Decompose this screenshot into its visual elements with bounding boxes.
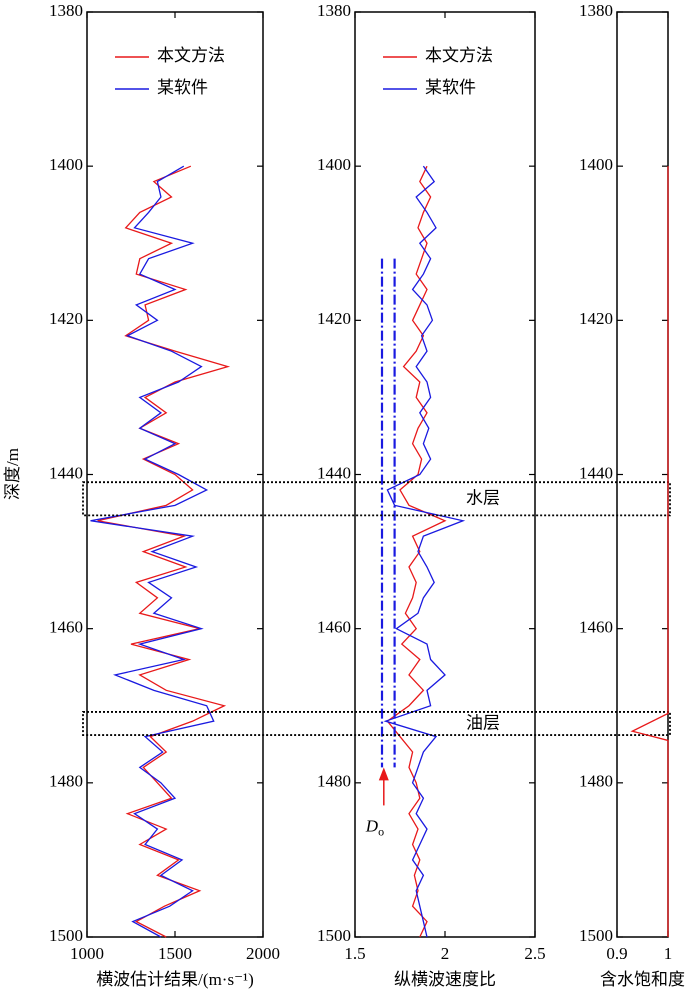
- zone-label: 水层: [466, 489, 500, 508]
- data-line: [630, 166, 669, 937]
- y-tick-label: 1480: [49, 772, 83, 791]
- plot-frame: [616, 11, 669, 938]
- x-axis-label: 纵横波速度比: [394, 970, 496, 989]
- y-tick-label: 1460: [579, 618, 613, 637]
- data-line: [383, 165, 466, 938]
- y-tick-label: 1480: [579, 772, 613, 791]
- y-tick-label: 1460: [317, 618, 351, 637]
- x-tick-label: 0.9: [606, 944, 627, 963]
- y-tick-label: 1440: [317, 463, 351, 482]
- y-tick-label: 1420: [317, 309, 351, 328]
- plot-frame: [354, 11, 536, 938]
- zone-box: [82, 711, 671, 736]
- y-tick-label: 1460: [49, 618, 83, 637]
- x-tick-label: 2.5: [524, 944, 545, 963]
- annotation-text: Do: [365, 816, 384, 838]
- y-tick-label: 1440: [579, 463, 613, 482]
- x-tick-label: 2000: [246, 944, 280, 963]
- y-axis-label: 深度/m: [3, 448, 22, 500]
- y-tick-label: 1380: [317, 1, 351, 20]
- y-tick-label: 1420: [579, 309, 613, 328]
- y-tick-label: 1400: [49, 155, 83, 174]
- y-tick-label: 1380: [579, 1, 613, 20]
- y-tick-label: 1480: [317, 772, 351, 791]
- data-line: [97, 165, 231, 938]
- legend-label: 某软件: [157, 78, 208, 97]
- annotation-arrowhead: [378, 767, 389, 781]
- data-line: [90, 165, 215, 938]
- annotation-subscript: o: [378, 824, 384, 838]
- data-line: [386, 165, 447, 938]
- zone-box: [82, 481, 671, 517]
- x-tick-label: 1.5: [344, 944, 365, 963]
- y-tick-label: 1420: [49, 309, 83, 328]
- y-tick-label: 1380: [49, 1, 83, 20]
- y-tick-label: 1500: [49, 926, 83, 945]
- annotation-main: D: [365, 816, 379, 835]
- legend-label: 本文方法: [157, 46, 225, 65]
- x-tick-label: 1: [664, 944, 673, 963]
- y-tick-label: 1400: [317, 155, 351, 174]
- legend-label: 某软件: [425, 78, 476, 97]
- x-tick-label: 2: [441, 944, 450, 963]
- x-axis-label: 含水饱和度: [600, 970, 685, 989]
- legend-label: 本文方法: [425, 46, 493, 65]
- x-axis-label: 横波估计结果/(m·s⁻¹): [96, 970, 254, 989]
- y-tick-label: 1500: [579, 926, 613, 945]
- x-tick-label: 1500: [158, 944, 192, 963]
- y-tick-label: 1500: [317, 926, 351, 945]
- y-tick-label: 1440: [49, 463, 83, 482]
- x-tick-label: 1000: [70, 944, 104, 963]
- zone-label: 油层: [466, 713, 500, 732]
- y-tick-label: 1400: [579, 155, 613, 174]
